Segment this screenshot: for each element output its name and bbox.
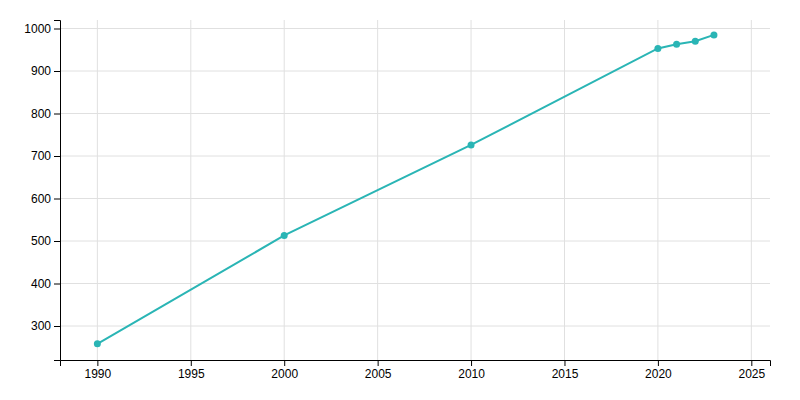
x-tick-label: 2020 (645, 367, 672, 381)
x-tick-label: 2005 (365, 367, 392, 381)
y-axis: 300 400 500 600 700 800 900 1000 (24, 21, 60, 361)
x-tick-mark (564, 360, 565, 366)
point (281, 232, 288, 239)
point (710, 31, 717, 38)
y-grid-line (60, 326, 770, 327)
marks (94, 31, 718, 347)
point (654, 45, 661, 52)
point (468, 141, 475, 148)
y-grid-line (60, 198, 770, 199)
y-tick: 300 (31, 319, 60, 333)
x-tick: 1995 (178, 360, 205, 381)
y-tick-mark (54, 284, 60, 285)
x-tick: 2000 (271, 360, 298, 381)
x-tick: 1990 (85, 360, 112, 381)
y-tick: 400 (31, 277, 60, 291)
y-axis-line (54, 21, 61, 361)
y-grid-line (60, 71, 770, 72)
plot: 1990 1995 2000 2005 2010 2015 2020 2025 300 400 50… (24, 20, 770, 381)
x-axis: 1990 1995 2000 2005 2010 2015 2020 2025 (61, 360, 771, 381)
x-tick-label: 2010 (458, 367, 485, 381)
x-tick: 2020 (645, 360, 672, 381)
y-tick-mark (54, 241, 60, 242)
y-tick-mark (54, 156, 60, 157)
x-tick-mark (378, 360, 379, 366)
x-tick: 2015 (552, 360, 579, 381)
x-tick-mark (471, 360, 472, 366)
y-tick: 700 (31, 149, 60, 163)
x-tick-label: 2025 (738, 367, 765, 381)
y-tick: 600 (31, 192, 60, 206)
y-tick-mark (54, 199, 60, 200)
line (97, 35, 714, 344)
y-tick-label: 600 (31, 192, 51, 206)
x-tick-label: 2015 (552, 367, 579, 381)
x-tick-mark (97, 360, 98, 366)
y-tick: 800 (31, 107, 60, 121)
x-tick: 2025 (738, 360, 765, 381)
x-tick-mark (284, 360, 285, 366)
x-tick: 2005 (365, 360, 392, 381)
y-tick-mark (54, 326, 60, 327)
y-grid-line (60, 241, 770, 242)
y-tick-mark (54, 71, 60, 72)
y-tick-label: 700 (31, 149, 51, 163)
x-tick-label: 1995 (178, 367, 205, 381)
y-tick-label: 800 (31, 107, 51, 121)
x-tick-mark (191, 360, 192, 366)
y-tick: 900 (31, 64, 60, 78)
point (94, 340, 101, 347)
y-grid-line (60, 28, 770, 29)
y-grid-line (60, 156, 770, 157)
x-tick-label: 1990 (85, 367, 112, 381)
y-tick-label: 500 (31, 234, 51, 248)
point (673, 41, 680, 48)
y-tick-mark (54, 29, 60, 30)
y-tick-label: 400 (31, 277, 51, 291)
x-tick: 2010 (458, 360, 485, 381)
x-tick-label: 2000 (271, 367, 298, 381)
point (692, 38, 699, 45)
x-axis-line (61, 361, 771, 367)
y-grid-line (60, 113, 770, 114)
y-tick: 1000 (24, 22, 60, 36)
y-tick-mark (54, 114, 60, 115)
y-tick-label: 300 (31, 319, 51, 333)
x-tick-mark (658, 360, 659, 366)
y-tick: 500 (31, 234, 60, 248)
chart: 1990 1995 2000 2005 2010 2015 2020 2025 300 400 50… (0, 0, 800, 400)
x-tick-mark (751, 360, 752, 366)
grid (60, 20, 770, 360)
y-tick-label: 1000 (24, 22, 51, 36)
y-grid-line (60, 283, 770, 284)
y-tick-label: 900 (31, 64, 51, 78)
